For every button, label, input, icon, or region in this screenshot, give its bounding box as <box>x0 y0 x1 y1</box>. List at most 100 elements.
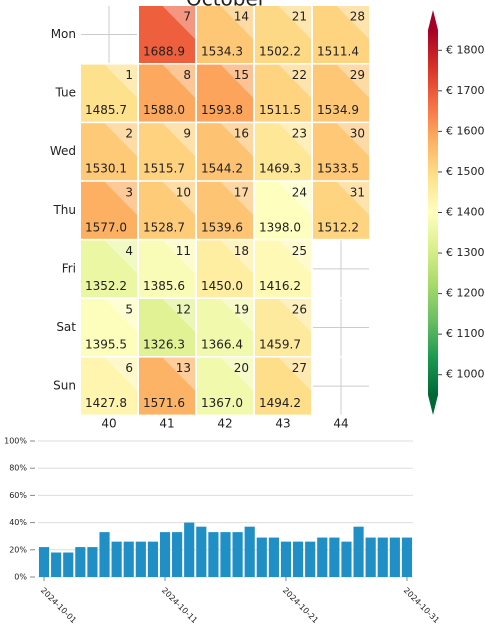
heat-cell <box>139 240 195 298</box>
bar <box>305 541 316 577</box>
day-number: 25 <box>292 244 307 258</box>
cell-value: 1502.2 <box>259 45 301 59</box>
week-label: 43 <box>275 417 290 431</box>
colorbar-arrow <box>428 395 438 415</box>
cell-highlight <box>220 123 253 157</box>
cell-highlight <box>278 299 311 333</box>
weekday-label: Sat <box>56 320 76 334</box>
weekday-label: Mon <box>51 27 76 41</box>
bar <box>329 537 340 577</box>
weekday-label: Wed <box>50 144 76 158</box>
day-number: 20 <box>234 361 249 375</box>
cell-value: 1528.7 <box>143 220 185 234</box>
cell-value: 1366.4 <box>201 338 243 352</box>
heat-cell <box>197 181 253 239</box>
x-tick-label: 2024-10-21 <box>281 586 320 624</box>
cell-highlight <box>104 181 137 215</box>
cell-highlight <box>162 357 195 391</box>
cell-highlight <box>220 64 253 98</box>
bar <box>75 547 86 577</box>
cell-highlight <box>220 299 253 333</box>
colorbar-tick-label: € 1800 <box>446 43 485 56</box>
heat-cell <box>197 123 253 181</box>
cell-highlight <box>220 240 253 274</box>
cell-highlight <box>220 181 253 215</box>
heat-cell <box>313 181 369 239</box>
heat-cell <box>197 6 253 63</box>
bar <box>401 537 413 577</box>
day-number: 18 <box>234 244 249 258</box>
bar <box>99 532 110 577</box>
day-number: 1 <box>125 68 133 82</box>
cell-value: 1688.9 <box>143 45 185 59</box>
heat-cell <box>139 181 195 239</box>
day-number: 10 <box>176 185 191 199</box>
week-label: 42 <box>217 417 232 431</box>
bar <box>365 537 376 577</box>
cell-value: 1515.7 <box>143 162 185 176</box>
cell-value: 1485.7 <box>85 103 127 117</box>
cell-highlight <box>162 64 195 98</box>
day-number: 31 <box>350 185 365 199</box>
day-number: 8 <box>183 68 191 82</box>
cell-highlight <box>278 357 311 391</box>
bar <box>196 526 207 577</box>
cell-highlight <box>162 299 195 333</box>
day-number: 5 <box>125 303 133 317</box>
heat-cell <box>313 123 369 181</box>
day-number: 23 <box>292 127 307 141</box>
bar <box>87 547 98 577</box>
cell-value: 1367.0 <box>201 396 243 410</box>
bar <box>111 541 122 577</box>
cell-value: 1450.0 <box>201 279 243 293</box>
cell-value: 1530.1 <box>85 162 127 176</box>
cell-highlight <box>104 299 137 333</box>
heat-cell <box>313 6 369 63</box>
day-number: 22 <box>292 68 307 82</box>
heat-cell <box>197 64 253 122</box>
day-number: 19 <box>234 303 249 317</box>
colorbar <box>428 30 438 395</box>
y-tick-label: 60% <box>9 491 27 500</box>
heat-cell <box>255 123 311 181</box>
cell-highlight <box>336 123 369 157</box>
colorbar-tick-label: € 1200 <box>446 287 485 300</box>
colorbar-tick-label: € 1700 <box>446 84 485 97</box>
heat-cell <box>139 6 195 63</box>
cell-value: 1544.2 <box>201 162 243 176</box>
cell-value: 1511.5 <box>259 103 301 117</box>
colorbar-tick-label: € 1100 <box>446 327 485 340</box>
cell-highlight <box>162 181 195 215</box>
day-number: 17 <box>234 185 249 199</box>
x-tick-label: 2024-10-31 <box>402 586 441 624</box>
day-number: 14 <box>234 10 249 24</box>
cell-highlight <box>104 64 137 98</box>
bar <box>147 541 158 577</box>
bar <box>232 532 243 577</box>
bar <box>51 552 62 577</box>
day-number: 7 <box>183 10 191 24</box>
cell-highlight <box>336 181 369 215</box>
colorbar-tick-label: € 1000 <box>446 368 485 381</box>
cell-highlight <box>162 6 195 40</box>
cell-highlight <box>336 64 369 98</box>
cell-value: 1395.5 <box>85 338 127 352</box>
day-number: 3 <box>125 185 133 199</box>
cell-highlight <box>104 240 137 274</box>
day-number: 11 <box>176 244 191 258</box>
bar <box>280 541 292 577</box>
cell-value: 1593.8 <box>201 103 243 117</box>
day-number: 29 <box>350 68 365 82</box>
cell-value: 1512.2 <box>317 220 359 234</box>
cell-value: 1539.6 <box>201 220 243 234</box>
cell-value: 1416.2 <box>259 279 301 293</box>
day-number: 21 <box>292 10 307 24</box>
day-number: 12 <box>176 303 191 317</box>
bar <box>123 541 134 577</box>
x-tick-label: 2024-10-01 <box>39 586 78 624</box>
cell-value: 1427.8 <box>85 396 127 410</box>
heat-cell <box>81 123 137 181</box>
day-number: 6 <box>125 361 133 375</box>
y-tick-label: 20% <box>9 545 27 554</box>
heat-cell <box>255 64 311 122</box>
